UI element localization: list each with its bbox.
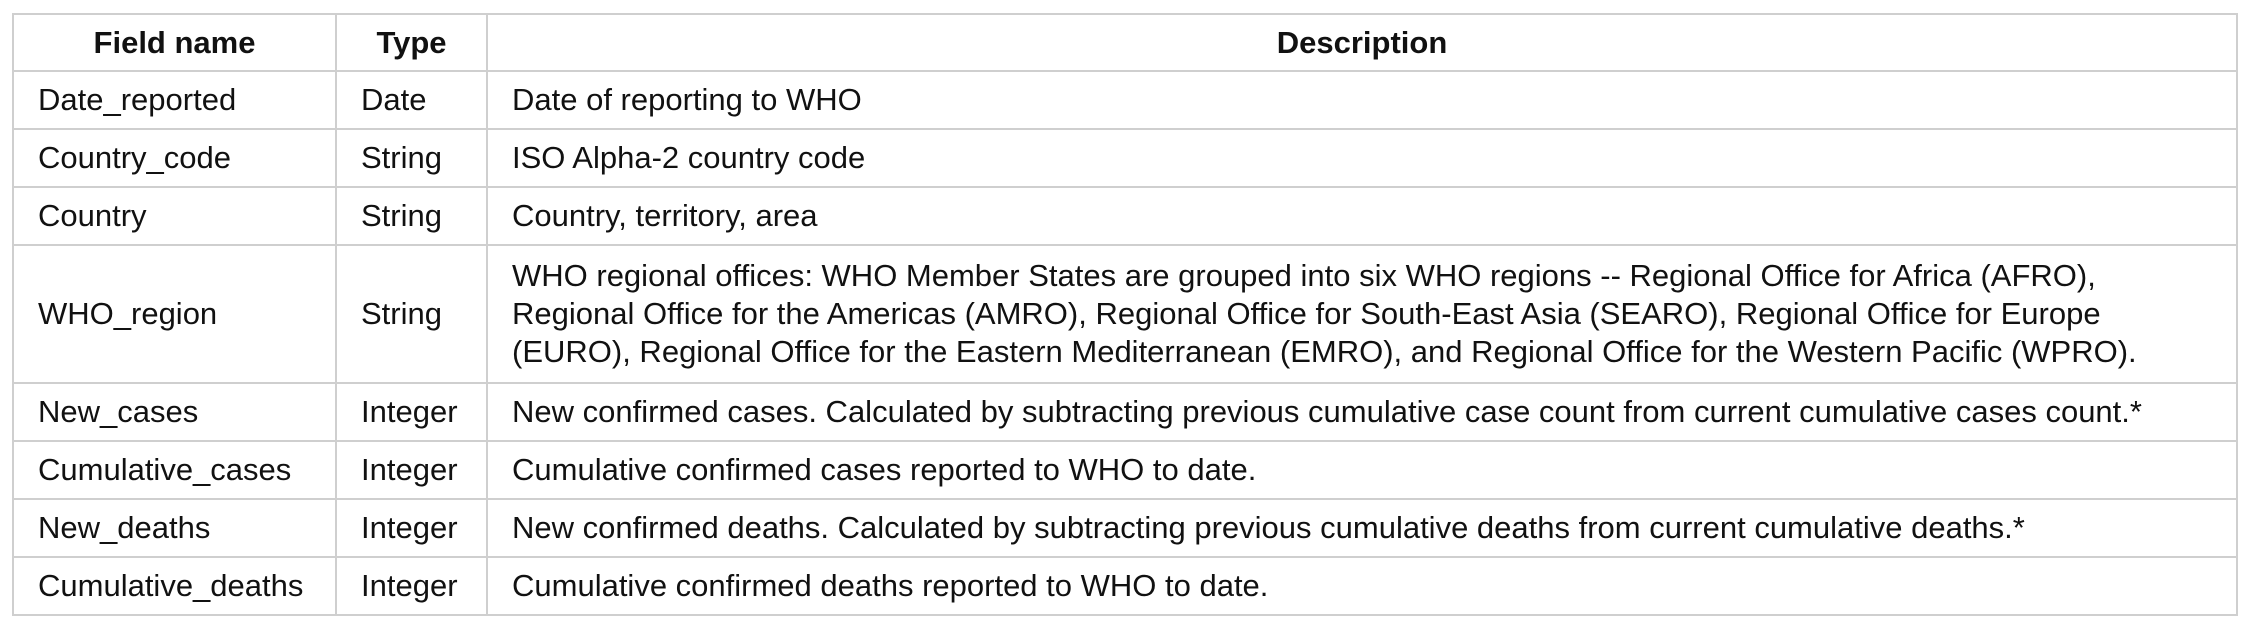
table-row: Cumulative_deaths Integer Cumulative con… [12, 556, 2238, 616]
table-row: Country String Country, territory, area [12, 186, 2238, 246]
header-type: Type [335, 13, 488, 72]
description-cell: Date of reporting to WHO [486, 70, 2238, 130]
type-cell: Integer [335, 382, 488, 442]
field-name-cell: Cumulative_deaths [12, 556, 337, 616]
data-dictionary-table-wrapper: Field name Type Description Date_reporte… [12, 13, 2238, 616]
table-row: Country_code String ISO Alpha-2 country … [12, 128, 2238, 188]
field-name-cell: WHO_region [12, 244, 337, 384]
description-cell: WHO regional offices: WHO Member States … [486, 244, 2238, 384]
description-cell: ISO Alpha-2 country code [486, 128, 2238, 188]
table-row: New_cases Integer New confirmed cases. C… [12, 382, 2238, 442]
data-dictionary-table: Field name Type Description Date_reporte… [12, 13, 2238, 616]
field-name-cell: Cumulative_cases [12, 440, 337, 500]
table-row: Date_reported Date Date of reporting to … [12, 70, 2238, 130]
type-cell: String [335, 186, 488, 246]
description-cell: New confirmed cases. Calculated by subtr… [486, 382, 2238, 442]
type-cell: String [335, 244, 488, 384]
description-cell: Country, territory, area [486, 186, 2238, 246]
field-name-cell: New_cases [12, 382, 337, 442]
header-description: Description [486, 13, 2238, 72]
type-cell: Integer [335, 498, 488, 558]
table-row: WHO_region String WHO regional offices: … [12, 244, 2238, 384]
description-cell: Cumulative confirmed deaths reported to … [486, 556, 2238, 616]
type-cell: String [335, 128, 488, 188]
type-cell: Date [335, 70, 488, 130]
field-name-cell: Country [12, 186, 337, 246]
field-name-cell: Date_reported [12, 70, 337, 130]
table-header-row: Field name Type Description [12, 13, 2238, 72]
table-row: New_deaths Integer New confirmed deaths.… [12, 498, 2238, 558]
table-row: Cumulative_cases Integer Cumulative conf… [12, 440, 2238, 500]
description-cell: Cumulative confirmed cases reported to W… [486, 440, 2238, 500]
description-cell: New confirmed deaths. Calculated by subt… [486, 498, 2238, 558]
type-cell: Integer [335, 556, 488, 616]
field-name-cell: Country_code [12, 128, 337, 188]
field-name-cell: New_deaths [12, 498, 337, 558]
type-cell: Integer [335, 440, 488, 500]
header-field-name: Field name [12, 13, 337, 72]
